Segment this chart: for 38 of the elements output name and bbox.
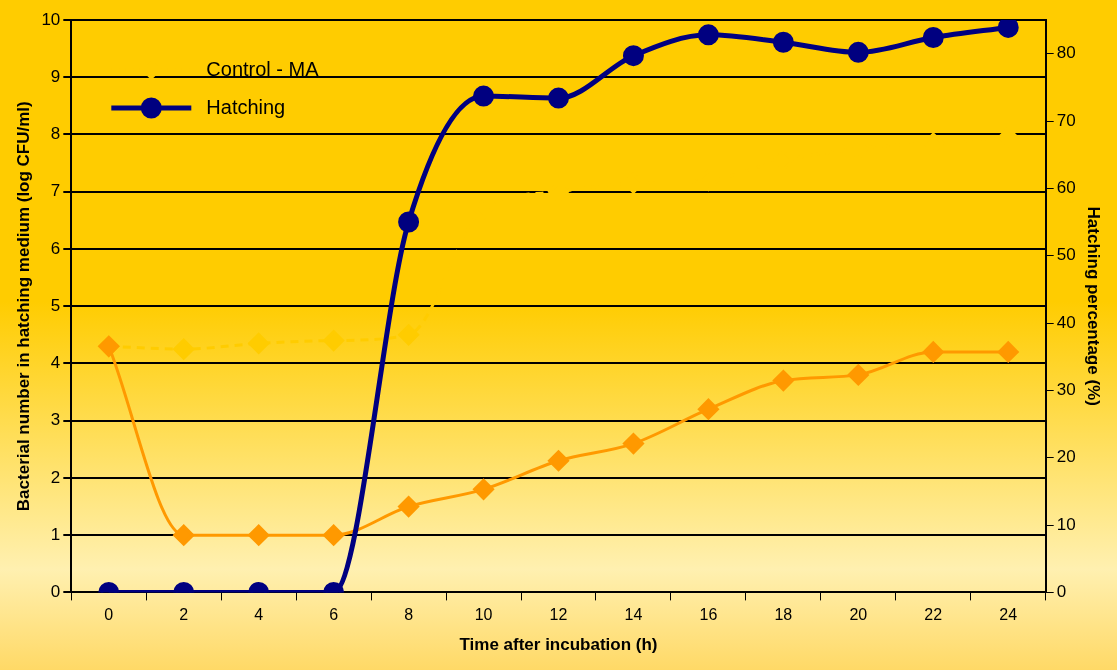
legend-label: Hatching [206, 95, 286, 118]
y2-tick-label: 30 [1056, 380, 1076, 400]
y-tick-label: 5 [50, 295, 61, 315]
y-tick-label: 8 [50, 124, 61, 144]
y2-tick-label: 10 [1056, 514, 1076, 534]
x-tick-label: 2 [179, 606, 189, 624]
y2-tick-label: 50 [1056, 245, 1076, 265]
y-tick-label: 7 [50, 181, 61, 201]
x-tick-label: 24 [999, 606, 1018, 624]
y2-tick-label: 60 [1056, 178, 1076, 198]
x-tick-label: 22 [924, 606, 943, 624]
y-tick-label: 10 [41, 9, 61, 29]
x-tick-label: 12 [549, 606, 568, 624]
x-axis-title: Time after incubation (h) [459, 635, 658, 655]
y-tick-label: 2 [50, 467, 61, 487]
x-tick-label: 4 [254, 606, 264, 624]
y2-tick-label: 0 [1056, 582, 1067, 602]
x-tick-label: 14 [624, 606, 643, 624]
x-tick-label: 0 [104, 606, 114, 624]
y-tick-label: 1 [50, 524, 61, 544]
x-tick-label: 20 [849, 606, 868, 624]
y-axis-title: Bacterial number in hatching medium (log CFU/ml) [13, 101, 33, 512]
y2-tick-label: 20 [1056, 447, 1076, 467]
y-tick-label: 6 [50, 238, 61, 258]
y2-tick-label: 80 [1056, 43, 1076, 63]
legend-label: Control - MA [206, 57, 320, 80]
y2-axis-title: Hatching percentage (%) [1084, 206, 1104, 406]
y-tick-label: 4 [50, 353, 61, 373]
y-tick-label: 9 [50, 66, 61, 86]
y2-tick-label: 70 [1056, 110, 1076, 130]
y-tick-label: 0 [50, 582, 61, 602]
x-tick-label: 6 [329, 606, 339, 624]
x-tick-label: 8 [404, 606, 414, 624]
x-tick-label: 16 [699, 606, 718, 624]
x-tick-label: 18 [774, 606, 793, 624]
x-tick-label: 10 [474, 606, 493, 624]
y2-tick-label: 40 [1056, 312, 1076, 332]
y-tick-label: 3 [50, 410, 61, 430]
